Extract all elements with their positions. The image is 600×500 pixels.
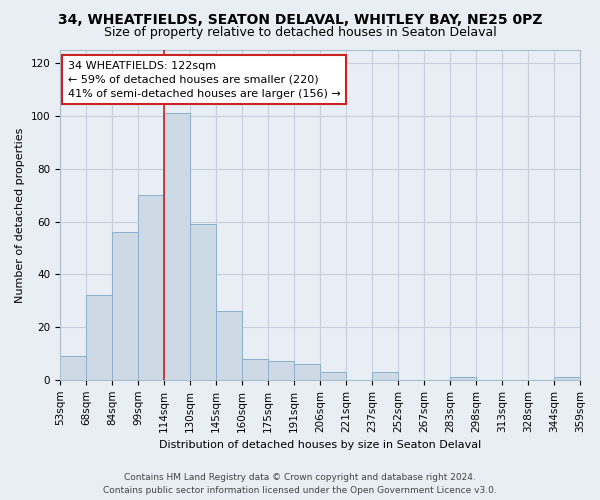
Bar	[554, 377, 580, 380]
Bar	[112, 232, 138, 380]
Text: 34 WHEATFIELDS: 122sqm
← 59% of detached houses are smaller (220)
41% of semi-de: 34 WHEATFIELDS: 122sqm ← 59% of detached…	[68, 60, 341, 98]
Bar	[450, 377, 476, 380]
X-axis label: Distribution of detached houses by size in Seaton Delaval: Distribution of detached houses by size …	[159, 440, 481, 450]
Bar	[294, 364, 320, 380]
Bar	[320, 372, 346, 380]
Text: Contains HM Land Registry data © Crown copyright and database right 2024.
Contai: Contains HM Land Registry data © Crown c…	[103, 473, 497, 495]
Bar	[60, 356, 86, 380]
Text: Size of property relative to detached houses in Seaton Delaval: Size of property relative to detached ho…	[104, 26, 496, 39]
Bar	[216, 311, 242, 380]
Y-axis label: Number of detached properties: Number of detached properties	[15, 127, 25, 302]
Bar	[268, 362, 294, 380]
Bar	[242, 358, 268, 380]
Bar	[372, 372, 398, 380]
Bar	[138, 195, 164, 380]
Bar	[190, 224, 216, 380]
Bar	[164, 114, 190, 380]
Text: 34, WHEATFIELDS, SEATON DELAVAL, WHITLEY BAY, NE25 0PZ: 34, WHEATFIELDS, SEATON DELAVAL, WHITLEY…	[58, 12, 542, 26]
Bar	[86, 296, 112, 380]
